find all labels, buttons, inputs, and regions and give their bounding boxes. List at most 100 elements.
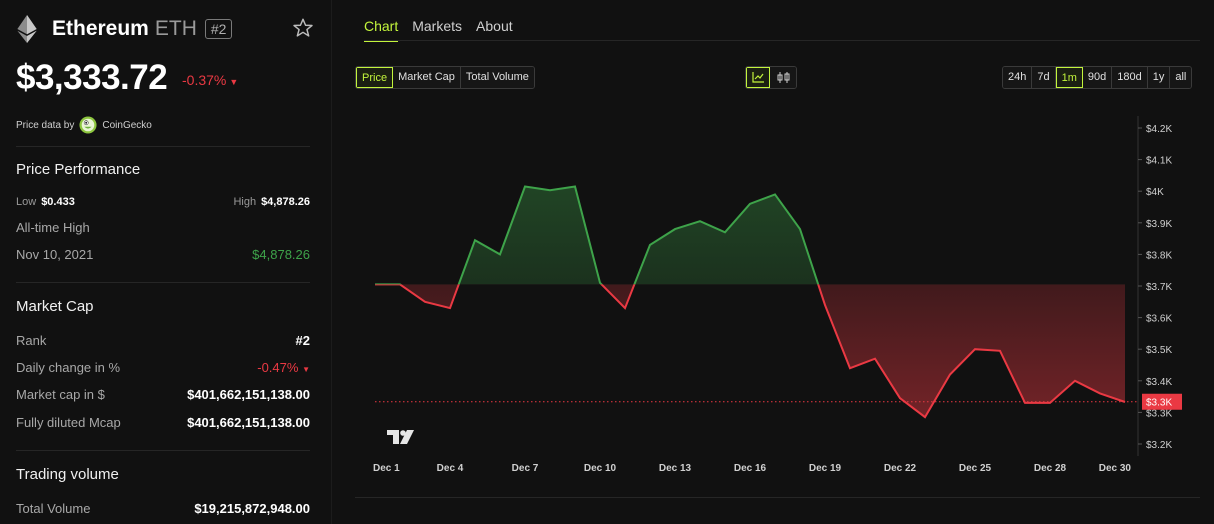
x-tick-label: Dec 16 [734, 463, 767, 474]
high-label: High [233, 196, 257, 208]
x-tick-label: Dec 1 [373, 463, 400, 474]
coin-symbol: ETH [154, 17, 197, 40]
rank-value: #2 [295, 333, 310, 348]
x-tick-label: Dec 13 [659, 463, 692, 474]
tradingview-logo-icon[interactable] [387, 430, 414, 444]
low-value: $0.433 [41, 196, 75, 208]
area-above-baseline [375, 186, 1125, 285]
rank-label: Rank [16, 333, 47, 348]
x-tick-label: Dec 10 [584, 463, 617, 474]
daily-change-label: Daily change in % [16, 360, 121, 375]
ath-date: Nov 10, 2021 [16, 247, 94, 262]
price-performance-title: Price Performance [16, 161, 141, 178]
chart-type-selector [745, 66, 797, 89]
fdv-row: Fully diluted Mcap $401,662,151,138.00 [16, 415, 310, 430]
down-arrow-icon: ▼ [229, 77, 239, 87]
range-selector: 24h 7d 1m 90d 180d 1y all [1002, 66, 1193, 89]
price-line-up [375, 185, 820, 285]
provider-label: Price data by [16, 119, 75, 131]
tabs-divider [364, 40, 1200, 41]
range-1m-button[interactable]: 1m [1055, 67, 1083, 88]
metric-market-cap-button[interactable]: Market Cap [393, 67, 461, 88]
y-tick-label: $3.5K [1146, 345, 1172, 356]
daily-change-value: -0.47% ▼ [257, 360, 310, 375]
total-volume-row: Total Volume $19,215,872,948.00 [16, 501, 310, 516]
daily-change-row: Daily change in % -0.47% ▼ [16, 360, 310, 375]
coin-header: Ethereum ETH #2 [16, 14, 316, 44]
x-tick-label: Dec 28 [1034, 463, 1067, 474]
coin-name: Ethereum [52, 17, 149, 40]
metric-selector: Price Market Cap Total Volume [355, 66, 535, 89]
total-volume-value: $19,215,872,948.00 [194, 501, 310, 516]
price-chart-svg[interactable]: $4.2K $4.1K $4K $3.9K $3.8K $3.7K $3.6K $3.5K $3… [355, 96, 1200, 498]
coin-info-panel: Ethereum ETH #2 $3,333.72 -0.37% ▼ Price … [0, 0, 332, 524]
x-tick-label: Dec 4 [437, 463, 464, 474]
ath-label: All-time High [16, 220, 90, 235]
current-price: $3,333.72 [16, 58, 168, 97]
fdv-label: Fully diluted Mcap [16, 415, 121, 430]
divider [16, 282, 310, 283]
range-24h-button[interactable]: 24h [1003, 67, 1033, 88]
y-tick-label: $3.9K [1146, 219, 1172, 230]
candlestick-button[interactable] [770, 67, 796, 88]
line-chart-icon [751, 72, 764, 83]
fdv-value: $401,662,151,138.00 [187, 415, 310, 430]
ath-value: $4,878.26 [252, 247, 310, 262]
rank-badge: #2 [204, 19, 233, 39]
candlestick-icon [777, 72, 789, 83]
total-volume-label: Total Volume [16, 501, 91, 516]
y-tick-label: $3.8K [1146, 250, 1172, 261]
range-90d-button[interactable]: 90d [1082, 67, 1113, 88]
ath-row: Nov 10, 2021 $4,878.26 [16, 247, 310, 262]
ath-label-row: All-time High [16, 220, 310, 235]
x-tick-label: Dec 19 [809, 463, 842, 474]
main-tabs: Chart Markets About [364, 18, 527, 42]
coingecko-logo-icon [79, 116, 97, 134]
market-cap-title: Market Cap [16, 298, 94, 315]
x-tick-label: Dec 22 [884, 463, 917, 474]
ethereum-logo-icon [17, 15, 37, 43]
y-tick-label: $3.2K [1146, 440, 1172, 451]
x-tick-label: Dec 25 [959, 463, 992, 474]
low-high-row: Low $0.433 High $4,878.26 [16, 196, 310, 208]
market-cap-value: $401,662,151,138.00 [187, 387, 310, 402]
current-price-tag-label: $3.3K [1146, 398, 1172, 409]
metric-total-volume-button[interactable]: Total Volume [460, 67, 534, 88]
range-all-button[interactable]: all [1170, 67, 1192, 88]
x-tick-label: Dec 7 [512, 463, 539, 474]
price-provider: Price data by CoinGecko [16, 116, 152, 134]
y-tick-label: $3.3K [1146, 408, 1172, 419]
y-tick-label: $3.6K [1146, 314, 1172, 325]
x-tick-label: Dec 30 [1099, 463, 1132, 474]
metric-price-button[interactable]: Price [356, 67, 394, 88]
range-7d-button[interactable]: 7d [1032, 67, 1056, 88]
price-chart[interactable]: $4.2K $4.1K $4K $3.9K $3.8K $3.7K $3.6K $3.5K $3… [355, 96, 1200, 498]
low-label: Low [16, 196, 37, 208]
down-arrow-icon: ▼ [302, 365, 310, 374]
price-line-down [375, 284, 1126, 419]
range-1y-button[interactable]: 1y [1147, 67, 1171, 88]
provider-name[interactable]: CoinGecko [102, 119, 152, 131]
price-change: -0.37% ▼ [182, 72, 238, 88]
tab-chart[interactable]: Chart [364, 18, 399, 42]
current-price-tag [1142, 393, 1182, 410]
market-cap-label: Market cap in $ [16, 387, 105, 402]
divider [16, 450, 310, 451]
range-180d-button[interactable]: 180d [1112, 67, 1148, 88]
market-cap-row: Market cap in $ $401,662,151,138.00 [16, 387, 310, 402]
y-tick-label: $3.7K [1146, 282, 1172, 293]
line-chart-button[interactable] [746, 67, 770, 88]
daily-change-number: -0.47% [257, 360, 299, 375]
divider [16, 146, 310, 147]
trading-volume-title: Trading volume [16, 466, 119, 483]
tab-about[interactable]: About [476, 18, 513, 34]
y-tick-label: $4K [1146, 187, 1164, 198]
y-tick-label: $4.1K [1146, 156, 1172, 167]
price-change-value: -0.37% [182, 72, 227, 88]
tab-markets[interactable]: Markets [412, 18, 463, 34]
star-icon[interactable] [292, 17, 314, 39]
rank-row: Rank #2 [16, 333, 310, 348]
y-tick-label: $4.2K [1146, 124, 1172, 135]
high-value: $4,878.26 [261, 196, 310, 208]
y-tick-label: $3.4K [1146, 377, 1172, 388]
